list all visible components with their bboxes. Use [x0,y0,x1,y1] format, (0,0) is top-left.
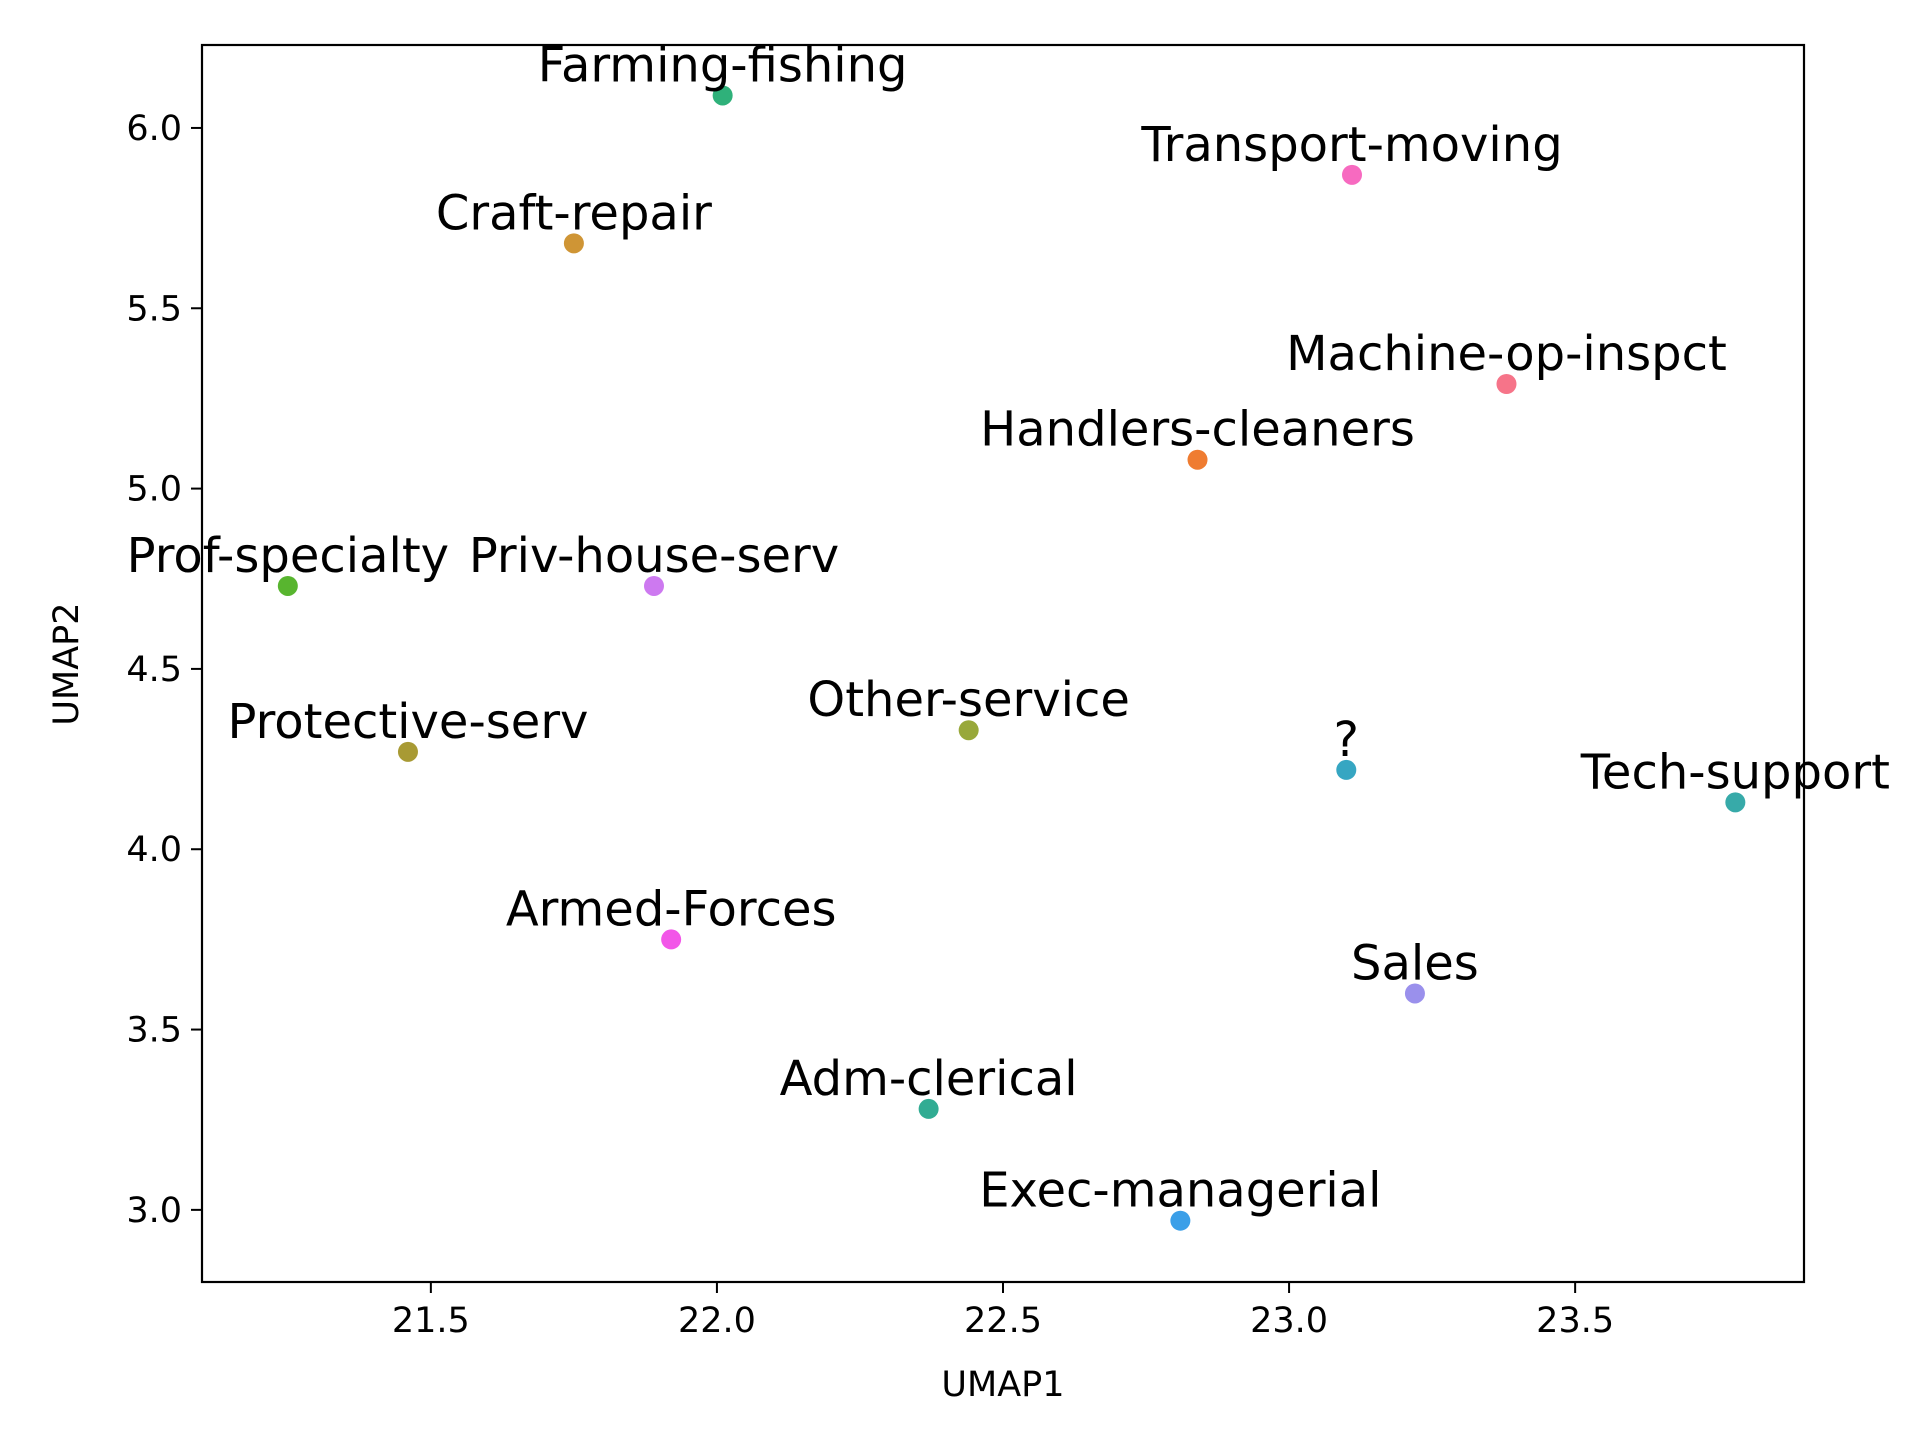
data-points [277,85,1746,1231]
data-point [643,575,664,596]
y-tick-label: 3.0 [126,1191,182,1231]
point-label: Armed-Forces [506,881,837,937]
point-label: Exec-managerial [979,1163,1381,1219]
point-label: Transport-moving [1140,117,1562,173]
y-tick-label: 3.5 [126,1011,182,1051]
y-tick-label: 6.0 [126,109,182,149]
data-point [277,575,298,596]
x-tick-label: 23.5 [1536,1301,1614,1341]
y-axis-ticks: 3.0 3.5 4.0 4.5 5.0 5.5 6.0 [126,109,202,1231]
data-point [1170,1210,1191,1231]
y-tick-label: 4.0 [126,830,182,870]
point-label: Handlers-cleaners [980,402,1415,458]
data-point [958,720,979,741]
data-point [661,929,682,950]
data-point [397,741,418,762]
x-tick-label: 22.0 [678,1301,756,1341]
point-labels: Farming-fishing Transport-moving Craft-rep… [127,37,1890,1218]
data-point [712,85,733,106]
data-point [1336,759,1357,780]
point-label: Prof-specialty [127,528,449,584]
point-label: Other-service [807,672,1129,728]
data-point [918,1098,939,1119]
point-label: Machine-op-inspct [1286,326,1727,382]
x-tick-label: 23.0 [1250,1301,1328,1341]
y-axis-label: UMAP2 [47,602,87,725]
x-tick-label: 22.5 [964,1301,1042,1341]
data-point [563,233,584,254]
plot-frame [200,43,1806,1284]
x-axis-ticks: 21.5 22.0 22.5 23.0 23.5 [392,1282,1614,1341]
x-tick-label: 21.5 [392,1301,470,1341]
y-tick-label: 4.5 [126,650,182,690]
point-label: Priv-house-serv [469,528,839,584]
point-label: Farming-fishing [538,37,908,93]
data-point [1496,374,1517,395]
point-label: Tech-support [1580,744,1890,800]
data-point [1404,983,1425,1004]
data-point [1187,449,1208,470]
point-label: Protective-serv [227,694,588,750]
point-label: Adm-clerical [780,1051,1078,1107]
x-axis-label: UMAP1 [941,1365,1064,1405]
data-point [1342,164,1363,185]
point-label: Sales [1351,935,1479,991]
point-label: Craft-repair [436,185,712,241]
point-label: ? [1334,712,1359,768]
y-tick-label: 5.0 [126,470,182,510]
data-point [1725,792,1746,813]
y-tick-label: 5.5 [126,289,182,329]
